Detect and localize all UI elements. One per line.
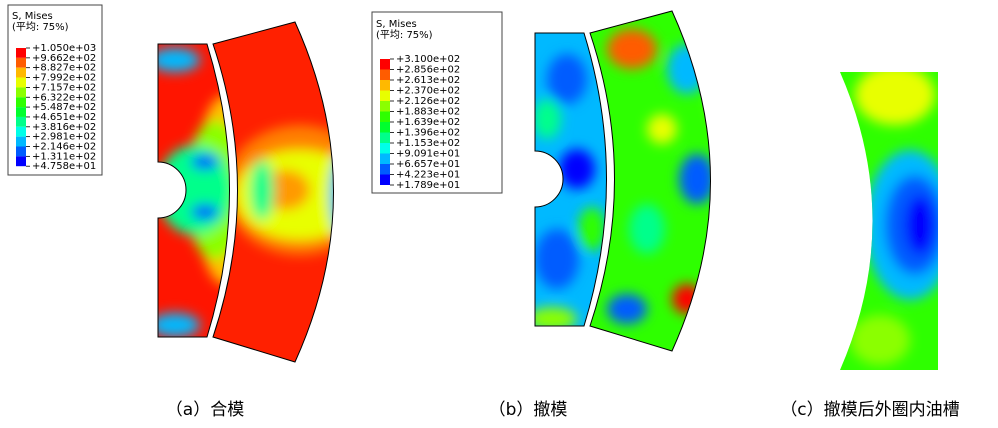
figure: S, Mises(平均: 75%)+1.050e+03+9.662e+02+8.…: [0, 0, 998, 428]
legend-label: +2.613e+02: [396, 75, 460, 86]
legend-title: S, Mises: [12, 11, 53, 22]
legend-subtitle: (平均: 75%): [376, 29, 433, 41]
legend-label: +3.100e+02: [396, 54, 460, 65]
color-band: [16, 127, 26, 137]
color-band: [16, 107, 26, 117]
contour-a: [150, 20, 375, 365]
color-band: [16, 156, 26, 166]
caption: （a）合模: [166, 400, 244, 420]
legend-subtitle: (平均: 75%): [12, 21, 69, 33]
color-band: [380, 70, 390, 81]
legend-label: +2.856e+02: [396, 65, 460, 76]
color-band: [380, 175, 390, 186]
color-band: [380, 80, 390, 91]
color-band: [16, 117, 26, 127]
color-band: [380, 112, 390, 123]
color-band: [16, 68, 26, 78]
color-band: [380, 101, 390, 112]
legend-label: +1.639e+02: [396, 117, 460, 128]
color-band: [16, 58, 26, 68]
color-band: [380, 122, 390, 133]
legend: S, Mises(平均: 75%)+3.100e+02+2.856e+02+2.…: [372, 12, 502, 193]
color-band: [380, 154, 390, 165]
legend-label: +2.370e+02: [396, 86, 460, 97]
color-band: [380, 143, 390, 154]
legend-title: S, Mises: [376, 19, 417, 30]
color-band: [16, 48, 26, 58]
color-band: [380, 133, 390, 144]
color-band: [16, 97, 26, 107]
legend-label: +2.126e+02: [396, 96, 460, 107]
legend: S, Mises(平均: 75%)+1.050e+03+9.662e+02+8.…: [8, 5, 102, 175]
color-band: [16, 137, 26, 147]
legend-label: +1.789e+01: [396, 180, 460, 191]
legend-label: +4.223e+01: [396, 170, 460, 181]
contour-c: [835, 65, 955, 375]
legend-label: +9.091e+01: [396, 149, 460, 160]
legend-label: +6.657e+01: [396, 159, 460, 170]
caption: （b）撤模: [489, 400, 568, 420]
color-band: [380, 59, 390, 70]
color-band: [380, 91, 390, 102]
legend-label: +1.153e+02: [396, 138, 460, 149]
legend-label: +1.396e+02: [396, 128, 460, 139]
legend-label: +4.758e+01: [32, 161, 96, 172]
color-band: [380, 164, 390, 175]
color-band: [16, 147, 26, 157]
caption: （c）撤模后外圈内油槽: [780, 400, 959, 420]
color-band: [16, 87, 26, 97]
contour-b: [527, 9, 752, 354]
legend-label: +1.883e+02: [396, 107, 460, 118]
color-band: [16, 78, 26, 88]
